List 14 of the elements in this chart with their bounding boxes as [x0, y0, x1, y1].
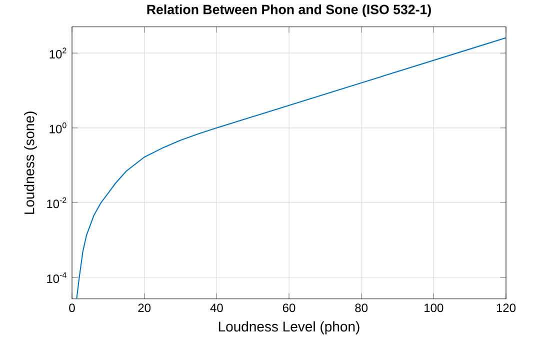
- x-tick-label: 20: [138, 304, 151, 312]
- x-axis-title: Loudness Level (phon): [218, 321, 360, 334]
- x-tick-label: 0: [69, 304, 75, 312]
- x-tick-label: 80: [355, 304, 368, 312]
- y-tick-label: 10$^{-4}$: [47, 272, 66, 284]
- x-tick-label: 120: [496, 304, 516, 312]
- x-tick-label: 40: [210, 304, 223, 312]
- chart-title: Relation Between Phon and Sone (ISO 532-1): [147, 4, 431, 17]
- y-tick-label: 10$^{0}$: [50, 122, 66, 134]
- y-axis-title: Loudness (sone): [24, 112, 38, 214]
- x-tick-label: 60: [282, 304, 296, 312]
- x-tick-label: 100: [424, 304, 444, 312]
- y-tick-label: 10$^{2}$: [50, 48, 66, 59]
- y-tick-label: 10$^{-2}$: [47, 197, 66, 208]
